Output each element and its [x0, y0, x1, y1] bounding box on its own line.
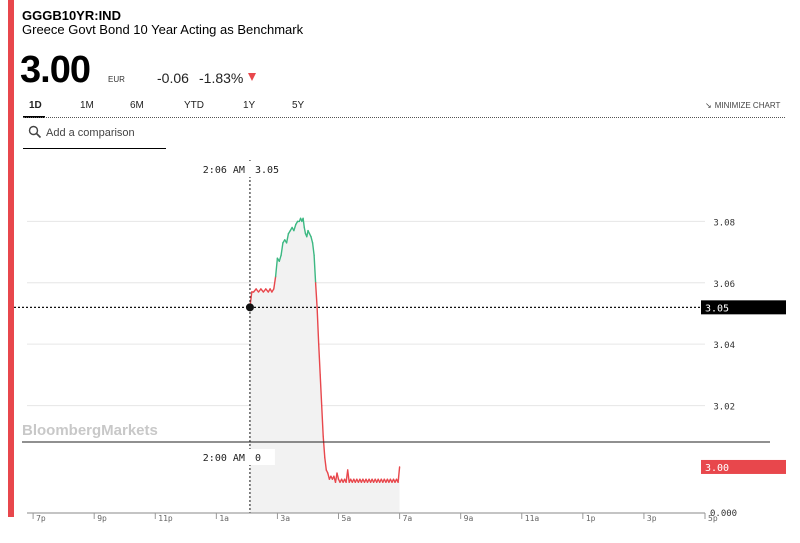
search-underline	[23, 148, 166, 149]
series-segment	[336, 472, 340, 480]
series-segment	[311, 242, 315, 256]
security-name: Greece Govt Bond 10 Year Acting as Bench…	[22, 22, 304, 37]
currency-label: EUR	[108, 75, 125, 84]
x-tick-label: 3p	[647, 514, 657, 523]
x-tick-label: 5p	[708, 514, 718, 523]
series-segment	[273, 275, 277, 290]
comparison-search-input[interactable]	[46, 124, 164, 142]
crosshair-value-badge	[701, 300, 786, 315]
series-segment	[280, 242, 284, 256]
price-change: -0.06	[157, 70, 189, 86]
series-segment	[285, 232, 290, 244]
y-axis: 3.08 3.06 3.04 3.02	[713, 218, 735, 412]
crosshair-point	[245, 303, 254, 312]
chart-overlay: 2:06 AM 3.05 2:00 AM 0 3.00 3.05	[14, 160, 786, 513]
x-tick-label: 9a	[464, 514, 474, 523]
tab-divider	[23, 117, 785, 118]
volume-time-label: 2:00 AM	[203, 453, 245, 464]
series-segment	[321, 404, 324, 437]
last-value-badge	[701, 459, 786, 474]
x-tick-label: 11p	[158, 514, 173, 523]
search-icon	[28, 125, 42, 139]
minimize-chart-button[interactable]: ↘ MINIMIZE CHART	[705, 101, 780, 110]
gridlines	[27, 220, 705, 407]
tab-6m[interactable]: 6M	[130, 100, 144, 111]
series-segment	[319, 374, 323, 407]
ticker-symbol: GGGB10YR:IND	[22, 8, 121, 23]
series-segment	[303, 226, 307, 235]
volume-tooltip-bg	[194, 449, 275, 465]
crosshair-tooltip-bg	[194, 161, 305, 177]
tab-1y[interactable]: 1Y	[243, 100, 256, 111]
last-value-label: 3.00	[705, 463, 729, 474]
watermark: BloombergMarkets	[22, 422, 158, 439]
series-segment	[347, 469, 350, 483]
y-tick-label: 3.04	[713, 341, 735, 351]
minimize-label: MINIMIZE CHART	[714, 101, 781, 110]
crosshair-time-label: 2:06 AM	[203, 165, 245, 176]
minimize-icon: ↘	[705, 101, 712, 110]
series-segment	[278, 254, 282, 262]
price-area-fill	[249, 218, 400, 514]
x-tick-label: 1a	[219, 514, 229, 523]
series-segment	[302, 217, 305, 229]
tab-ytd[interactable]: YTD	[184, 100, 204, 111]
x-tick-label: 7a	[403, 514, 413, 523]
x-tick-label: 9p	[97, 514, 107, 523]
crosshair-value-label: 3.05	[255, 165, 279, 176]
price-line	[249, 217, 401, 483]
x-tick-label: 11a	[525, 514, 540, 523]
y-tick-label: 3.08	[713, 218, 735, 228]
series-segment	[397, 466, 401, 483]
tab-1d[interactable]: 1D	[29, 100, 42, 111]
series-segment	[293, 223, 297, 232]
series-segment	[314, 282, 318, 308]
price-change-percent: -1.83%	[199, 70, 244, 86]
series-segment	[274, 257, 279, 278]
series-segment	[310, 235, 314, 244]
crosshair-axis-label: 3.05	[705, 303, 729, 314]
series-segment	[322, 435, 326, 459]
x-axis: 7p 9p 11p 1a 3a 5a 7a 9a 11a 1p 3p 5p0.000	[27, 509, 737, 523]
x-tick-label: 1p	[586, 514, 596, 523]
volume-value-label: 0	[255, 453, 261, 464]
volume-axis-label: 0.000	[710, 509, 737, 519]
x-tick-label: 3a	[280, 514, 290, 523]
y-tick-label: 3.06	[713, 280, 735, 290]
series-segment	[313, 254, 317, 284]
series-segment	[324, 457, 327, 471]
last-price: 3.00	[20, 49, 91, 91]
series-segment	[316, 306, 320, 345]
y-tick-label: 3.02	[713, 403, 735, 413]
tab-5y[interactable]: 5Y	[292, 100, 305, 111]
tab-1m[interactable]: 1M	[80, 100, 94, 111]
series-segment	[318, 343, 321, 376]
x-tick-label: 7p	[36, 514, 46, 523]
down-arrow-icon	[248, 73, 256, 81]
accent-bar	[8, 0, 14, 517]
x-tick-label: 5a	[342, 514, 352, 523]
